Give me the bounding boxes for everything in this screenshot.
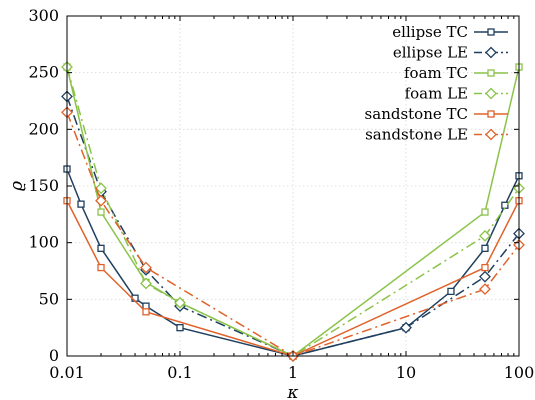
x-axis-label: κ: [286, 383, 298, 400]
legend-entry-sandstone-tc: sandstone TC: [365, 105, 508, 123]
series-line-sandstone-le: [66, 112, 520, 357]
data-point-foam-tc: [97, 208, 105, 216]
data-point-foam-le: [95, 182, 107, 195]
y-tick-label: 150: [28, 176, 59, 195]
data-point-sandstone-tc: [142, 308, 150, 316]
ticks: 0.01 0.1 1 10 100 0 50 100 150 200 250 300: [28, 6, 534, 382]
data-point-ellipse-tc: [481, 244, 489, 252]
x-tick-label: 0.01: [49, 363, 85, 382]
x-tick-label: 1: [288, 363, 298, 382]
legend-marker: [487, 110, 495, 118]
y-tick-label: 50: [39, 289, 59, 308]
data-point-foam-le: [140, 277, 152, 290]
data-point-ellipse-le: [400, 321, 412, 334]
data-point-sandstone-le: [95, 194, 107, 207]
legend-entry-ellipse-tc: ellipse TC: [392, 23, 508, 41]
legend-label: ellipse TC: [392, 23, 468, 41]
series-sandstone-tc: [63, 197, 523, 360]
legend-label: ellipse LE: [393, 44, 468, 62]
legend-label: foam TC: [404, 64, 468, 82]
data-point-ellipse-le: [479, 270, 491, 283]
x-tick-label: 10: [396, 363, 416, 382]
data-point-sandstone-le: [479, 283, 491, 296]
legend-entry-foam-le: foam LE: [405, 85, 508, 103]
y-tick-label: 100: [28, 233, 59, 252]
y-tick-label: 200: [28, 119, 59, 138]
legend-entry-sandstone-le: sandstone LE: [365, 126, 508, 144]
series-line-ellipse-tc: [66, 168, 520, 357]
legend-marker: [485, 46, 497, 59]
legend-label: foam LE: [405, 85, 468, 103]
legend-marker: [485, 128, 497, 141]
legend-entry-ellipse-le: ellipse LE: [393, 44, 508, 62]
x-tick-label: 0.1: [167, 363, 192, 382]
data-point-sandstone-tc: [97, 263, 105, 272]
data-point-ellipse-tc: [176, 324, 184, 332]
data-point-foam-le: [174, 296, 186, 309]
legend-marker: [487, 69, 495, 77]
data-point-foam-le: [479, 229, 491, 242]
y-axis-label: ϱ: [7, 181, 27, 191]
x-tick-label: 100: [504, 363, 535, 382]
legend: ellipse TC ellipse LE foam TC foam LE sandst…: [365, 23, 508, 144]
data-point-ellipse-tc: [447, 287, 455, 296]
series-line-ellipse-le: [66, 96, 520, 357]
legend-label: sandstone TC: [365, 105, 468, 123]
legend-entry-foam-tc: foam TC: [404, 64, 508, 82]
data-point-foam-tc: [481, 208, 489, 216]
y-tick-label: 300: [28, 6, 59, 25]
series-line-sandstone-tc: [66, 200, 520, 357]
legend-marker: [485, 87, 497, 100]
y-tick-label: 0: [49, 346, 59, 365]
legend-label: sandstone LE: [365, 126, 468, 144]
legend-marker: [487, 28, 495, 36]
y-tick-label: 250: [28, 63, 59, 82]
data-point-ellipse-tc: [501, 201, 509, 209]
data-point-ellipse-tc: [97, 244, 105, 252]
data-point-ellipse-tc: [77, 200, 85, 208]
data-point-sandstone-tc: [481, 263, 489, 272]
data-point-sandstone-le: [140, 261, 152, 274]
